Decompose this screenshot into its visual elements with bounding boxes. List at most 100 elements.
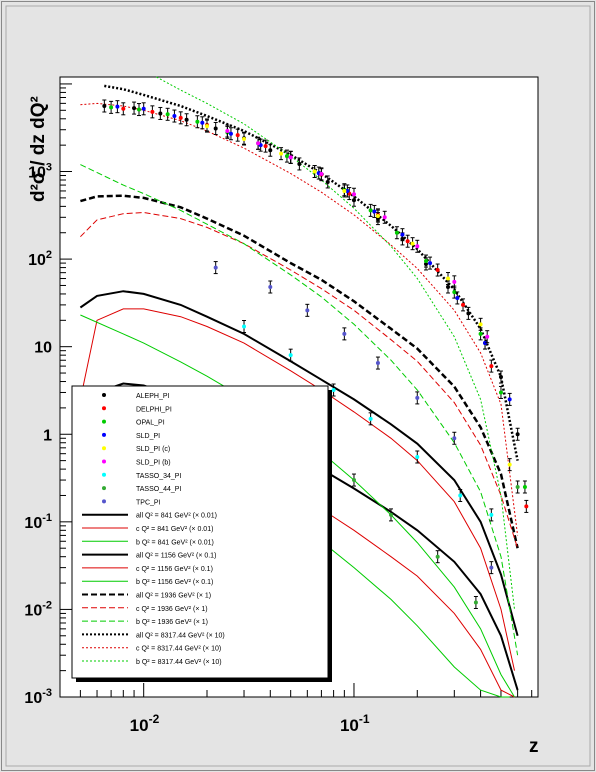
data-point [258, 138, 263, 152]
data-point [268, 143, 273, 157]
legend-label: TPC_PI [136, 499, 161, 506]
data-point [121, 102, 126, 116]
data-point [141, 102, 146, 116]
data-point [284, 149, 289, 163]
data-point [172, 109, 177, 123]
data-point [288, 348, 293, 362]
data-point [204, 119, 209, 133]
legend-label: TASSO_44_PI [136, 486, 181, 493]
legend-label: b Q² = 1936 GeV² (× 1) [136, 619, 208, 626]
legend-entry-line: c Q² = 1936 GeV² (× 1) [82, 606, 208, 613]
data-point [263, 139, 268, 153]
legend-label: SLD_PI [136, 433, 160, 440]
legend-label: all Q² = 1936 GeV² (× 1) [136, 593, 211, 600]
data-point [342, 184, 347, 198]
curve-b-q2-1936 [80, 164, 519, 656]
legend-entry-line: c Q² = 8317.44 GeV² (× 10) [82, 646, 221, 653]
legend-entry-marker: TASSO_44_PI [102, 486, 181, 493]
data-point [410, 237, 415, 251]
legend-entry-line: all Q² = 841 GeV² (× 0.01) [82, 513, 217, 520]
data-point [389, 508, 394, 522]
data-point [195, 115, 200, 129]
legend-entry-marker: DELPHI_PI [102, 406, 172, 413]
x-tick-label: 10-1 [340, 712, 370, 735]
data-point [415, 239, 420, 253]
legend-marker [102, 446, 106, 451]
legend-entry-marker: SLD_PI (b) [102, 459, 171, 467]
legend-label: b Q² = 1156 GeV² (× 0.1) [136, 579, 213, 586]
data-point [242, 319, 247, 333]
data-point [507, 392, 512, 406]
data-point [137, 103, 142, 117]
data-point [115, 100, 120, 114]
legend-label: TASSO_34_PI [136, 473, 181, 480]
data-point [235, 128, 240, 142]
data-points [102, 99, 529, 609]
data-point [213, 261, 218, 275]
data-point [524, 499, 529, 513]
data-point [178, 111, 183, 125]
legend-label: b Q² = 8317.44 GeV² (× 10) [136, 659, 222, 666]
legend-label: all Q² = 1156 GeV² (× 0.1) [136, 553, 216, 560]
legend-entry-marker: SLD_PI [102, 432, 160, 440]
data-point [372, 204, 377, 218]
data-point [498, 370, 503, 384]
data-point [458, 488, 463, 502]
legend-label: c Q² = 8317.44 GeV² (× 10) [136, 646, 221, 653]
data-point [478, 317, 483, 331]
data-point [423, 254, 428, 268]
data-point [319, 167, 324, 181]
data-point [351, 187, 356, 201]
legend-label: all Q² = 8317.44 GeV² (× 10) [136, 632, 225, 639]
data-point [473, 595, 478, 609]
data-point [522, 480, 527, 494]
data-point [150, 105, 155, 119]
data-point [316, 166, 321, 180]
legend-entry-line: b Q² = 1936 GeV² (× 1) [82, 619, 208, 626]
legend-marker [102, 459, 106, 464]
curve-c-q2-1936 [80, 211, 519, 549]
legend-entry-line: all Q² = 8317.44 GeV² (× 10) [82, 632, 225, 639]
legend-label: c Q² = 1936 GeV² (× 1) [136, 606, 208, 613]
data-point [132, 101, 137, 115]
data-point [256, 136, 261, 150]
data-point [109, 100, 114, 114]
legend-label: SLD_PI (b) [136, 460, 171, 467]
data-point [288, 150, 293, 164]
data-point [228, 127, 233, 141]
legend-entry-marker: ALEPH_PI [102, 393, 170, 400]
y-axis-title: d²σ / dz dQ² [28, 96, 49, 202]
data-point [225, 124, 230, 138]
data-point [331, 383, 336, 397]
x-tick-labels: 10-2 10-1 [130, 712, 370, 735]
legend-entry-line: b Q² = 841 GeV² (× 0.01) [82, 539, 214, 546]
data-point [515, 427, 520, 441]
data-point [461, 298, 466, 312]
y-tick-label: 102 [28, 249, 52, 269]
data-point [405, 234, 410, 248]
y-tick-label: 10-2 [24, 599, 52, 619]
data-point [485, 330, 490, 344]
data-point [375, 356, 380, 370]
x-axis-title: z [529, 736, 539, 757]
data-point [428, 256, 433, 270]
data-point [242, 132, 247, 146]
data-point [452, 275, 457, 289]
legend-label: b Q² = 841 GeV² (× 0.01) [136, 539, 214, 546]
legend-entry-marker: TPC_PI [102, 499, 161, 506]
legend-marker [102, 406, 106, 411]
legend-label: ALEPH_PI [136, 393, 170, 400]
curve-all-q2-8317 [104, 84, 519, 461]
legend-entry-line: all Q² = 1936 GeV² (× 1) [82, 593, 211, 600]
curve-b-q2-8317 [156, 76, 515, 610]
data-point [455, 291, 460, 305]
data-point [507, 458, 512, 472]
data-point [325, 175, 330, 189]
data-point [279, 147, 284, 161]
data-point [400, 228, 405, 242]
legend-label: SLD_PI (c) [136, 446, 170, 453]
data-point [165, 107, 170, 121]
legend-entry-line: b Q² = 8317.44 GeV² (× 10) [82, 659, 222, 666]
y-tick-label: 10-3 [24, 687, 52, 707]
